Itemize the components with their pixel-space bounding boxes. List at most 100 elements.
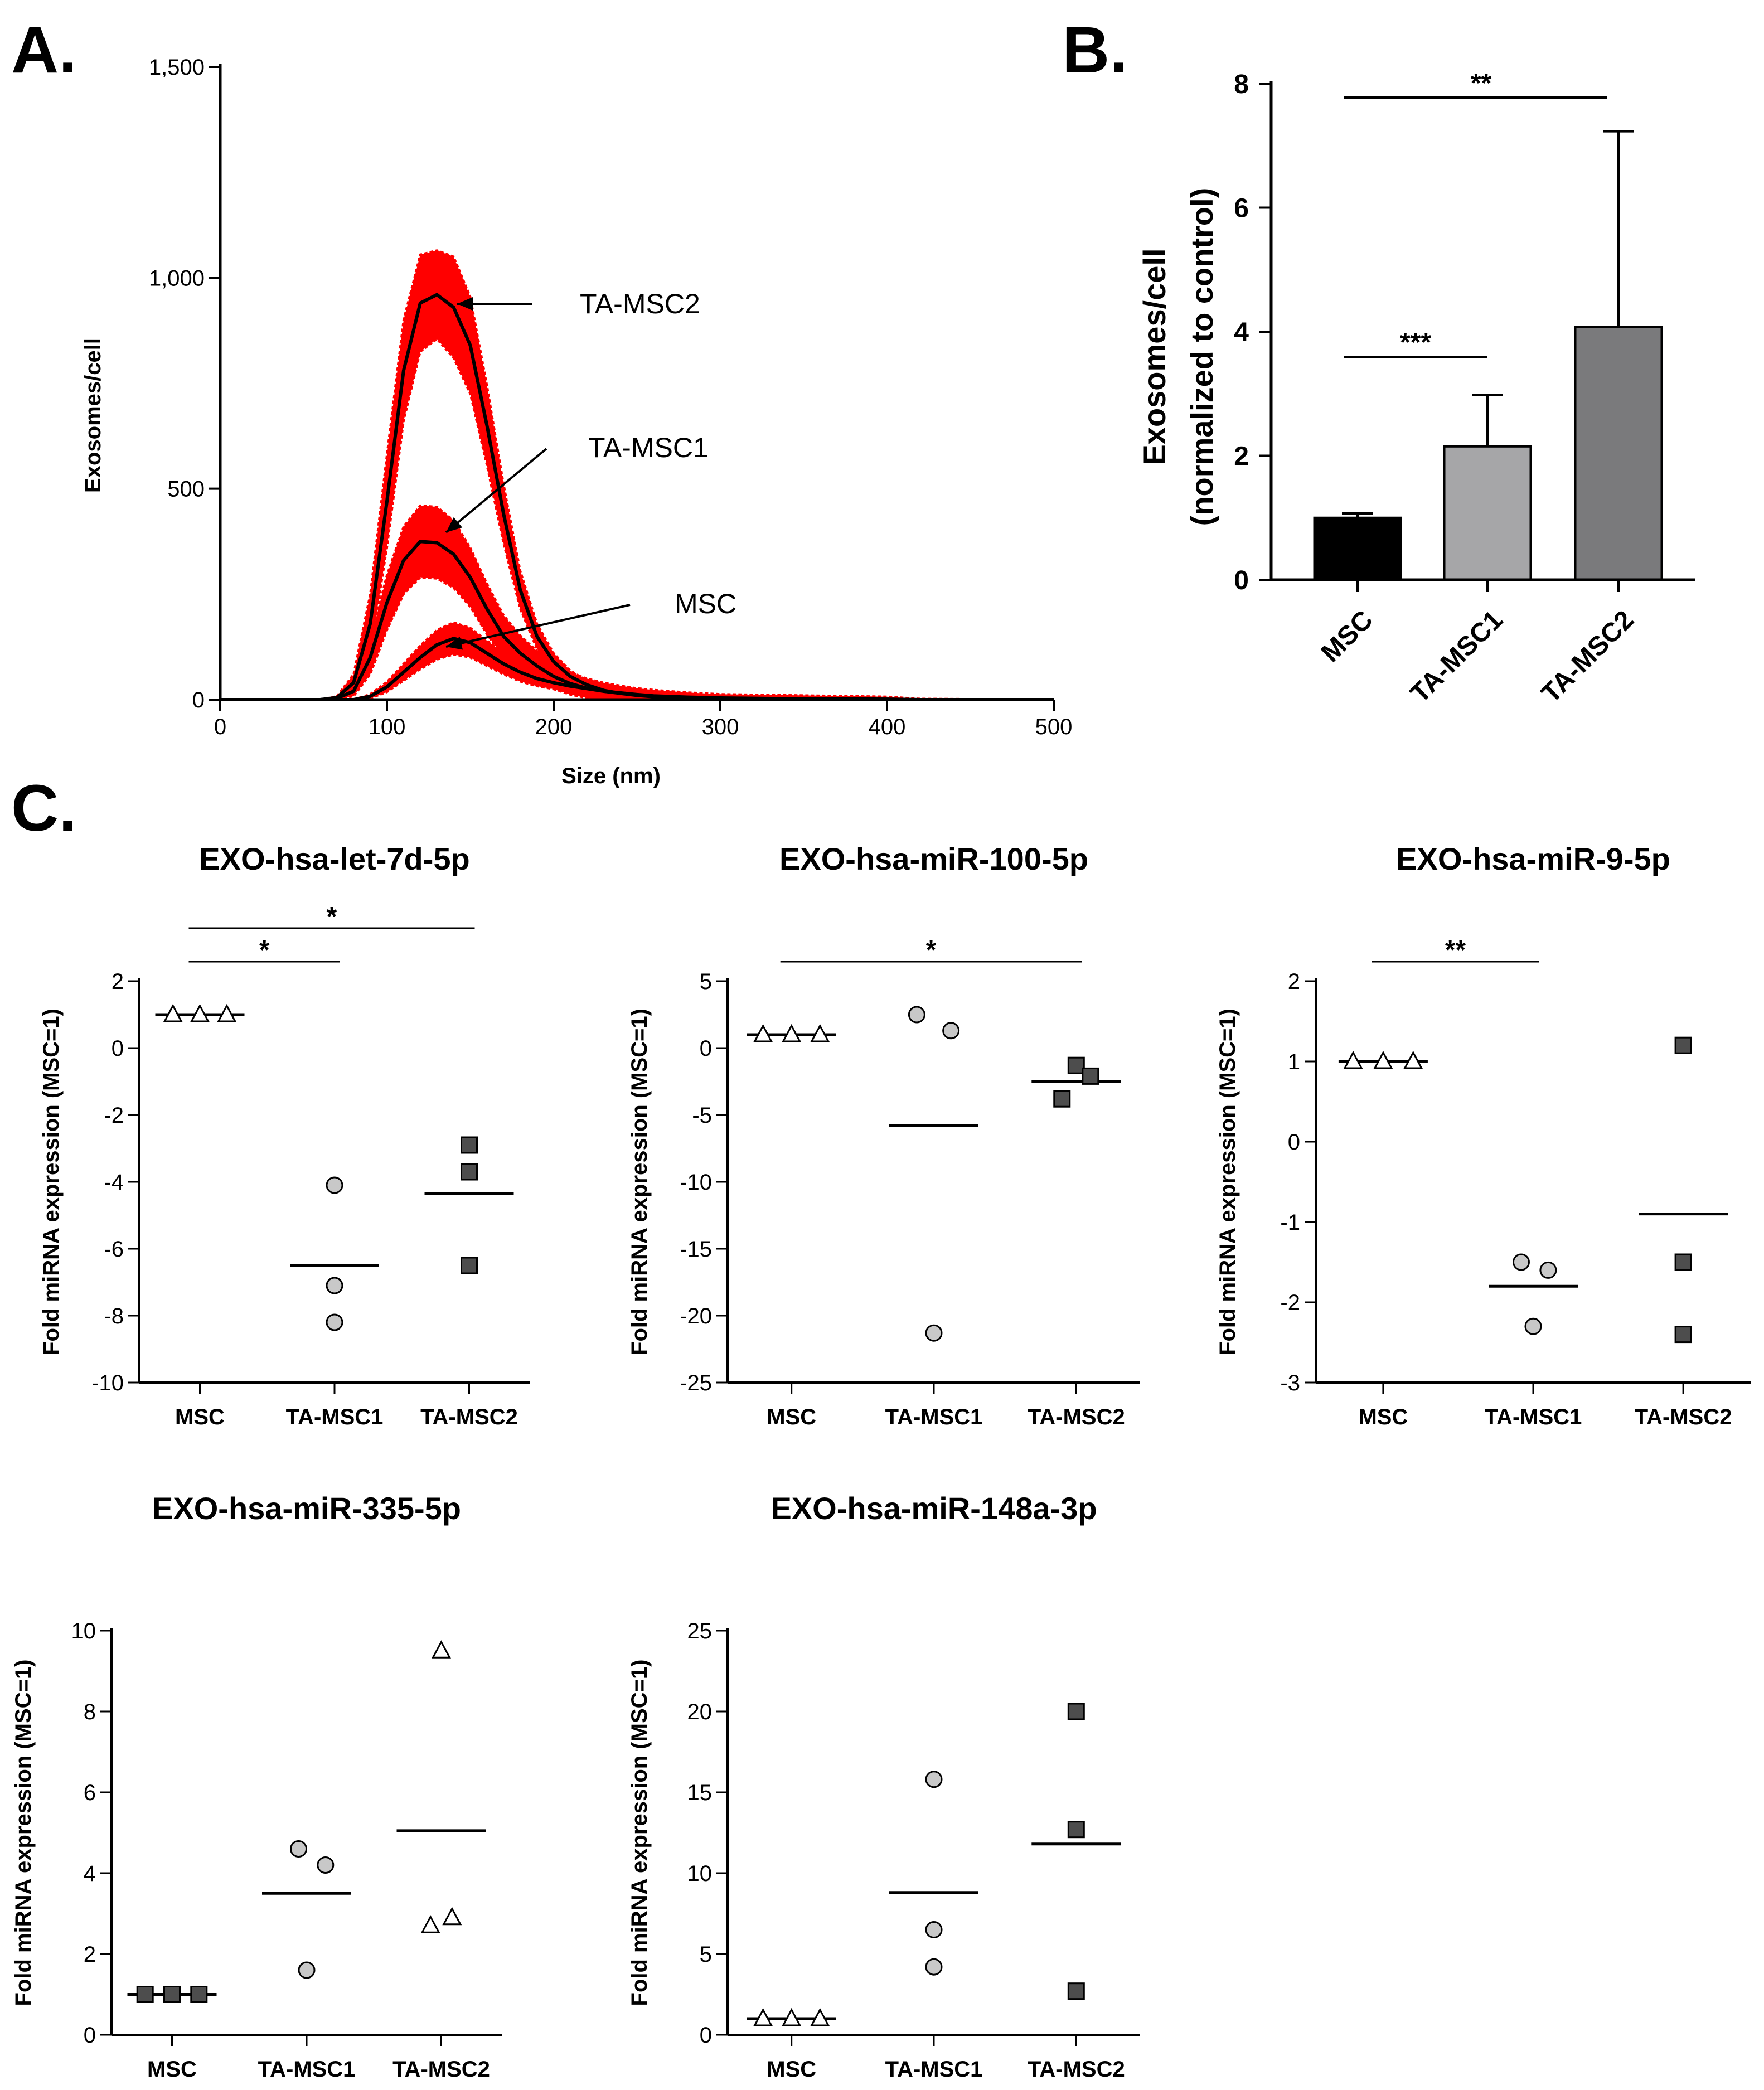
c-category-label: TA-MSC2 xyxy=(1635,1405,1732,1429)
a-x-tick-label: 400 xyxy=(869,715,906,739)
c-point-circle xyxy=(908,1006,925,1024)
c-y-tick-label: -8 xyxy=(104,1304,124,1328)
b-y-tick-label: 0 xyxy=(1234,566,1249,595)
b-category-label: MSC xyxy=(1316,605,1379,668)
a-error-band-msc xyxy=(220,621,1054,701)
c-point-square xyxy=(461,1136,478,1154)
c-point-square xyxy=(1067,1982,1085,2000)
c-y-tick-label: 8 xyxy=(84,1700,96,1724)
a-axes: 0 500 1,000 1,500 0 100 200 300 400 500 xyxy=(149,55,1072,739)
c-category-label: TA-MSC2 xyxy=(1028,2057,1125,2082)
a-annotation-arrowhead xyxy=(457,297,473,311)
c-category-label: TA-MSC2 xyxy=(1028,1405,1125,1429)
c-y-axis-title: Fold miRNA expression (MSC=1) xyxy=(1215,1008,1240,1355)
a-mean-lines xyxy=(220,293,1054,701)
c-category-label: TA-MSC1 xyxy=(885,2057,983,2082)
c-y-tick-label: -5 xyxy=(692,1103,712,1128)
a-x-axis-title: Size (nm) xyxy=(561,764,661,788)
c-point-circle xyxy=(326,1277,343,1294)
a-annotation-arrowhead xyxy=(446,637,463,650)
c-chart-c2: EXO-hsa-miR-100-5p Fold miRNA expression … xyxy=(627,841,1140,1429)
c-point-triangle xyxy=(782,2007,802,2026)
b-y-axis-title: Exosomes/cell xyxy=(1137,248,1172,465)
c-y-tick-label: 4 xyxy=(84,1861,96,1886)
c-point-triangle xyxy=(190,1003,210,1022)
c-point-circle xyxy=(326,1176,343,1194)
c-point-triangle xyxy=(782,1024,802,1042)
a-x-tick-label: 100 xyxy=(369,715,406,739)
c-significance-label: * xyxy=(327,902,337,932)
c-point-circle xyxy=(290,1840,308,1858)
c-point-triangle xyxy=(810,2007,830,2026)
c-y-tick-label: 1 xyxy=(1288,1050,1300,1074)
c-point-circle xyxy=(925,1958,943,1976)
c-y-axis-title: Fold miRNA expression (MSC=1) xyxy=(627,1008,652,1355)
c-point-triangle xyxy=(1373,1050,1393,1069)
a-series-label: TA-MSC2 xyxy=(580,288,700,319)
a-y-tick-label: 500 xyxy=(167,477,205,502)
a-x-tick-label: 0 xyxy=(214,715,226,739)
c-y-tick-label: 15 xyxy=(687,1781,713,1805)
c-point-triangle xyxy=(1343,1050,1363,1069)
c-point-square xyxy=(190,1986,208,2003)
panel-c-scatter-plots: EXO-hsa-let-7d-5p Fold miRNA expression (… xyxy=(11,841,1751,2082)
c-y-tick-label: 10 xyxy=(687,1861,713,1886)
a-annotations: TA-MSC2 TA-MSC1 MSC xyxy=(445,288,736,650)
a-series-line-ta-msc1 xyxy=(220,540,1054,701)
b-significance-label: ** xyxy=(1471,69,1492,98)
c-point-triangle xyxy=(810,1024,830,1042)
c-point-square xyxy=(461,1163,478,1181)
c-y-tick-label: -20 xyxy=(680,1304,712,1328)
c-y-tick-label: -1 xyxy=(1280,1210,1300,1235)
a-y-tick-label: 1,000 xyxy=(149,266,205,290)
c-point-square xyxy=(1674,1253,1692,1271)
c-point-triangle xyxy=(217,1003,237,1022)
c-chart-c5: EXO-hsa-miR-148a-3p Fold miRNA expression… xyxy=(627,1491,1140,2082)
a-series-label: TA-MSC1 xyxy=(588,432,709,463)
b-bar-ta-msc2 xyxy=(1574,326,1663,581)
panel-letter-a: A. xyxy=(11,13,77,87)
c-point-triangle xyxy=(420,1915,440,1933)
c-point-circle xyxy=(925,1771,943,1788)
c-y-tick-label: -2 xyxy=(1280,1291,1300,1315)
a-annotation-arrowhead xyxy=(446,517,463,532)
b-category-label: TA-MSC1 xyxy=(1405,605,1509,709)
c-y-axis-title: Fold miRNA expression (MSC=1) xyxy=(39,1008,64,1355)
panel-letter-b: B. xyxy=(1062,13,1128,87)
c-point-triangle xyxy=(163,1003,183,1022)
a-error-band-ta-msc1 xyxy=(220,504,1054,701)
c-category-label: TA-MSC1 xyxy=(258,2057,356,2082)
a-series-line-msc xyxy=(220,637,1054,701)
c-chart-title: EXO-hsa-miR-148a-3p xyxy=(770,1491,1097,1526)
c-y-tick-label: 5 xyxy=(700,1942,712,1967)
c-y-tick-label: -15 xyxy=(680,1237,712,1262)
c-y-tick-label: 10 xyxy=(71,1619,96,1643)
c-point-square xyxy=(1053,1090,1071,1108)
c-point-triangle xyxy=(753,2007,773,2026)
c-point-square xyxy=(1067,1056,1085,1074)
c-y-tick-label: 0 xyxy=(112,1036,124,1061)
c-point-triangle xyxy=(1403,1050,1423,1069)
panel-letter-c: C. xyxy=(11,772,77,845)
a-x-tick-label: 300 xyxy=(702,715,739,739)
a-series-label: MSC xyxy=(675,588,736,619)
a-annotation-arrow xyxy=(445,448,547,534)
c-point-circle xyxy=(298,1961,316,1979)
c-point-triangle xyxy=(442,1907,462,1926)
c-category-label: MSC xyxy=(175,1405,225,1429)
c-y-tick-label: -3 xyxy=(1280,1371,1300,1395)
c-point-square xyxy=(1067,1703,1085,1720)
a-y-axis-title: Exosomes/cell xyxy=(81,338,105,493)
c-y-tick-label: 25 xyxy=(687,1619,713,1643)
c-chart-title: EXO-hsa-miR-100-5p xyxy=(779,841,1088,876)
c-chart-c1: EXO-hsa-let-7d-5p Fold miRNA expression (… xyxy=(39,841,530,1429)
a-series-line-ta-msc2 xyxy=(220,293,1054,701)
c-y-tick-label: 20 xyxy=(687,1700,713,1724)
c-y-tick-label: 0 xyxy=(700,2023,712,2048)
c-significance-label: ** xyxy=(1445,935,1466,965)
a-y-tick-label: 0 xyxy=(192,688,205,712)
